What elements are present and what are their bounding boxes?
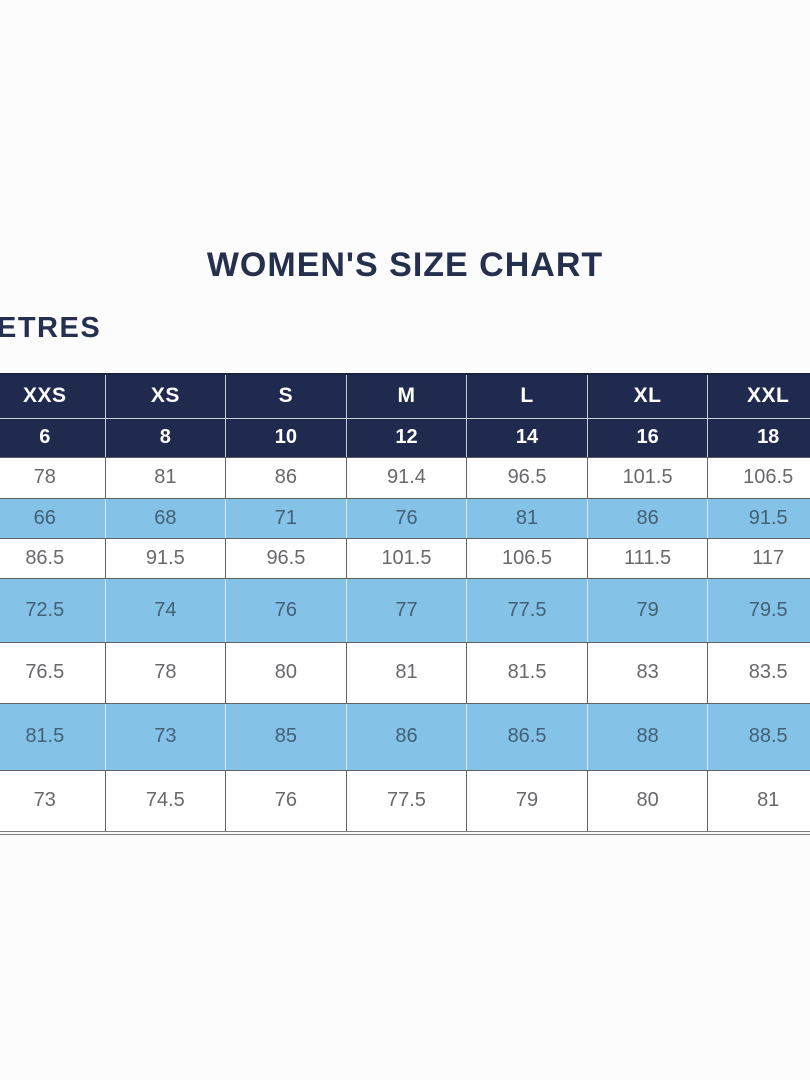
measurement-cell: 86 (345, 702, 468, 771)
size-table-container: XXS XS S M L XL XXL 6 8 10 12 14 16 18 78 81 86 91.4 96.… (0, 373, 810, 839)
measurement-row: 86.5 91.5 96.5 101.5 106.5 111.5 117 (0, 537, 810, 579)
measurement-cell: 77 (345, 577, 468, 643)
measurement-cell: 85 (225, 702, 347, 771)
size-header-cell: S (225, 373, 347, 419)
measurement-cell: 77.5 (345, 769, 468, 834)
measurement-cell: 86 (586, 497, 709, 539)
unit-label: ETRES (0, 312, 102, 344)
size-table: XXS XS S M L XL XXL 6 8 10 12 14 16 18 78 81 86 91.4 96.… (0, 373, 810, 835)
measurement-cell: 81 (466, 497, 588, 539)
measurement-cell: 91.4 (345, 456, 468, 499)
measurement-cell: 88 (586, 702, 709, 771)
numeric-header-cell: 16 (586, 417, 709, 458)
size-header-cell: M (345, 373, 468, 419)
measurement-row: 78 81 86 91.4 96.5 101.5 106.5 (0, 456, 810, 499)
measurement-cell: 117 (707, 537, 810, 579)
numeric-header-cell: 10 (225, 417, 347, 458)
page-title: WOMEN'S SIZE CHART (206, 246, 604, 284)
measurement-cell: 101.5 (586, 456, 709, 499)
size-header-cell: XS (104, 373, 227, 419)
measurement-cell: 86.5 (466, 702, 588, 771)
size-header-row: XXS XS S M L XL XXL (0, 373, 810, 419)
measurement-cell: 96.5 (466, 456, 588, 499)
measurement-cell: 72.5 (0, 577, 106, 643)
measurement-cell: 78 (104, 641, 227, 704)
measurement-row: 66 68 71 76 81 86 91.5 (0, 497, 810, 539)
measurement-row: 73 74.5 76 77.5 79 80 81 (0, 769, 810, 834)
measurement-cell: 106.5 (466, 537, 588, 579)
numeric-header-row: 6 8 10 12 14 16 18 (0, 417, 810, 458)
measurement-cell: 76.5 (0, 641, 106, 704)
measurement-cell: 81 (707, 769, 810, 834)
measurement-cell: 91.5 (104, 537, 227, 579)
measurement-cell: 86 (225, 456, 347, 499)
measurement-cell: 91.5 (707, 497, 810, 539)
measurement-cell: 79.5 (707, 577, 810, 643)
measurement-cell: 73 (104, 702, 227, 771)
measurement-cell: 79 (466, 769, 588, 834)
measurement-row: 76.5 78 80 81 81.5 83 83.5 (0, 641, 810, 704)
numeric-header-cell: 14 (466, 417, 588, 458)
measurement-cell: 71 (225, 497, 347, 539)
measurement-cell: 111.5 (586, 537, 709, 579)
measurement-row: 72.5 74 76 77 77.5 79 79.5 (0, 577, 810, 643)
measurement-cell: 76 (225, 769, 347, 834)
numeric-header-cell: 8 (104, 417, 227, 458)
measurement-cell: 79 (586, 577, 709, 643)
measurement-cell: 73 (0, 769, 106, 834)
measurement-cell: 81 (345, 641, 468, 704)
measurement-cell: 74.5 (104, 769, 227, 834)
measurement-cell: 78 (0, 456, 106, 499)
size-header-cell: XXS (0, 373, 106, 419)
measurement-cell: 83.5 (707, 641, 810, 704)
measurement-cell: 96.5 (225, 537, 347, 579)
measurement-cell: 101.5 (345, 537, 468, 579)
measurement-cell: 81 (104, 456, 227, 499)
measurement-cell: 74 (104, 577, 227, 643)
size-table-head: XXS XS S M L XL XXL 6 8 10 12 14 16 18 (0, 373, 810, 458)
size-header-cell: XXL (707, 373, 810, 419)
numeric-header-cell: 6 (0, 417, 106, 458)
size-header-cell: XL (586, 373, 709, 419)
measurement-cell: 81.5 (0, 702, 106, 771)
numeric-header-cell: 12 (345, 417, 468, 458)
measurement-cell: 106.5 (707, 456, 810, 499)
measurement-cell: 68 (104, 497, 227, 539)
measurement-cell: 83 (586, 641, 709, 704)
measurement-cell: 88.5 (707, 702, 810, 771)
measurement-cell: 77.5 (466, 577, 588, 643)
measurement-cell: 76 (225, 577, 347, 643)
measurement-cell: 66 (0, 497, 106, 539)
size-table-body: 78 81 86 91.4 96.5 101.5 106.5 66 68 71 76 81 86 91.5… (0, 456, 810, 834)
numeric-header-cell: 18 (707, 417, 810, 458)
measurement-cell: 81.5 (466, 641, 588, 704)
measurement-cell: 80 (586, 769, 709, 834)
measurement-cell: 86.5 (0, 537, 106, 579)
measurement-cell: 76 (345, 497, 468, 539)
size-header-cell: L (466, 373, 588, 419)
measurement-cell: 80 (225, 641, 347, 704)
measurement-row: 81.5 73 85 86 86.5 88 88.5 (0, 702, 810, 771)
